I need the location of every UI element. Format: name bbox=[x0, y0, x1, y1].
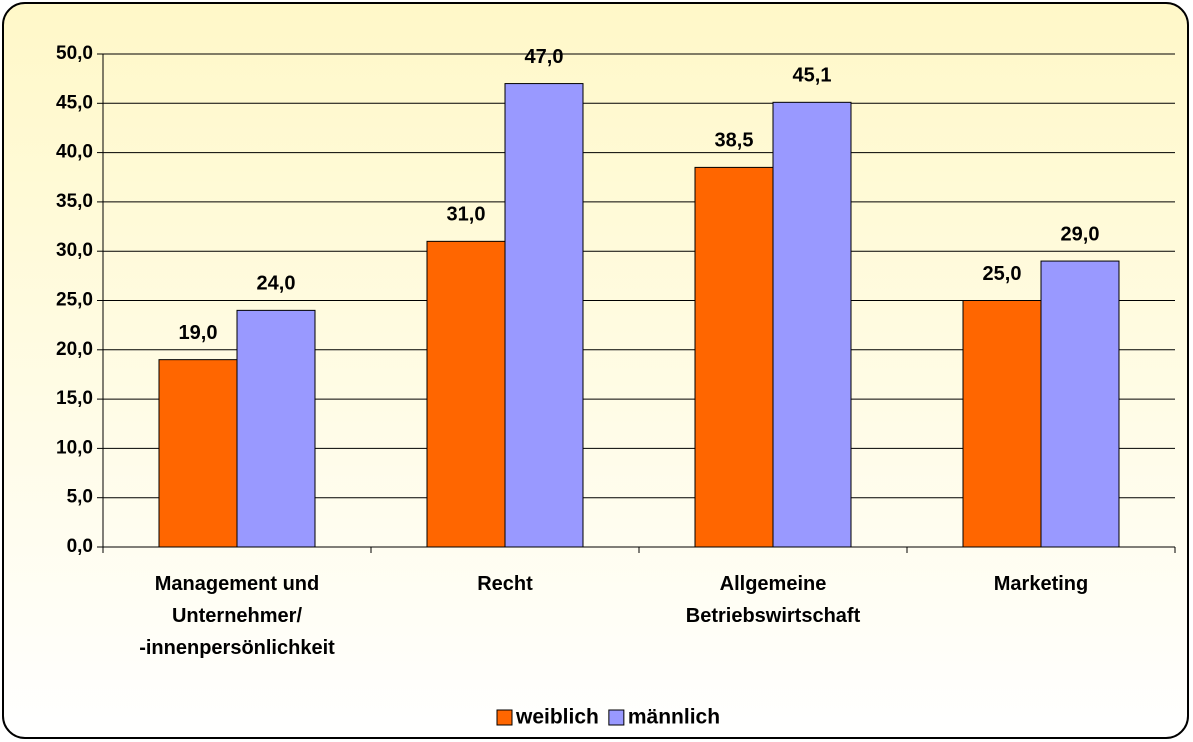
legend-label: männlich bbox=[628, 706, 720, 729]
bar bbox=[158, 359, 238, 548]
value-label: 38,5 bbox=[715, 130, 754, 152]
y-tick-label: 0,0 bbox=[67, 536, 93, 557]
value-label: 31,0 bbox=[447, 204, 486, 226]
x-tick-label: Recht bbox=[477, 573, 533, 595]
y-tick-label: 45,0 bbox=[56, 92, 93, 113]
bar bbox=[772, 101, 852, 548]
value-label: 24,0 bbox=[257, 273, 296, 295]
y-tick-label: 15,0 bbox=[56, 388, 93, 409]
y-tick-label: 50,0 bbox=[56, 43, 93, 64]
y-tick-label: 5,0 bbox=[67, 487, 93, 508]
y-tick-label: 30,0 bbox=[56, 240, 93, 261]
x-tick-label: Marketing bbox=[994, 573, 1088, 595]
bar bbox=[426, 240, 506, 548]
legend-swatch bbox=[496, 709, 513, 726]
x-tick-label: Management und Unternehmer/-innenpersönli… bbox=[139, 573, 335, 659]
bar bbox=[236, 309, 316, 548]
value-label: 25,0 bbox=[983, 263, 1022, 285]
bar bbox=[962, 300, 1042, 548]
value-label: 19,0 bbox=[179, 322, 218, 344]
value-label: 45,1 bbox=[793, 65, 832, 87]
legend-swatch bbox=[608, 709, 625, 726]
y-tick-label: 10,0 bbox=[56, 437, 93, 458]
value-label: 47,0 bbox=[525, 46, 564, 68]
y-tick-label: 35,0 bbox=[56, 191, 93, 212]
y-tick-label: 40,0 bbox=[56, 142, 93, 163]
bar bbox=[694, 166, 774, 548]
value-label: 29,0 bbox=[1061, 223, 1100, 245]
legend-label: weiblich bbox=[515, 706, 599, 729]
y-tick-label: 25,0 bbox=[56, 290, 93, 311]
bar bbox=[1040, 260, 1120, 548]
bar bbox=[504, 83, 584, 548]
y-tick-label: 20,0 bbox=[56, 339, 93, 360]
x-tick-label: Allgemeine Betriebswirtschaft bbox=[686, 573, 861, 627]
